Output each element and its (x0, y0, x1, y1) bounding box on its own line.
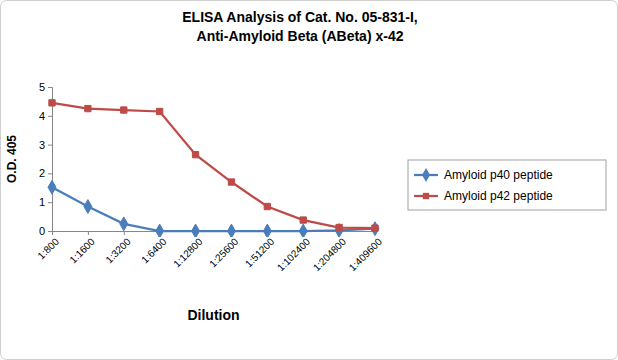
y-tick: 5 (39, 81, 52, 93)
x-tick: 1:204800 (311, 231, 349, 273)
series-marker (192, 224, 200, 237)
series-line (52, 103, 375, 228)
series-marker (264, 203, 270, 209)
series-marker (121, 107, 127, 113)
series-marker (299, 224, 307, 237)
series-marker (48, 180, 56, 194)
x-tick-label: 1:102400 (275, 236, 313, 274)
y-tick-mark (48, 116, 52, 117)
y-tick-mark (48, 145, 52, 146)
y-tick-label: 1 (39, 196, 45, 208)
plot-area (48, 100, 379, 237)
series-marker (372, 225, 378, 231)
series-marker (84, 200, 92, 214)
x-tick-label: 1:12800 (171, 236, 205, 270)
x-tick: 1:102400 (275, 231, 313, 273)
series-marker (192, 152, 198, 158)
y-tick-mark (48, 87, 52, 88)
y-tick: 4 (39, 110, 52, 122)
x-tick: 1:409600 (347, 231, 385, 273)
title-line: ELISA Analysis of Cat. No. 05-831-I, (182, 9, 417, 25)
legend: Amyloid p40 peptide Amyloid p42 peptide (408, 160, 606, 210)
x-tick: 1:6400 (139, 231, 169, 265)
x-tick-label: 1:409600 (347, 236, 385, 274)
x-tick-mark (52, 231, 53, 235)
x-tick-label: 1:800 (36, 236, 62, 262)
title-line: Anti-Amyloid Beta (ABeta) x-42 (197, 28, 404, 44)
series-marker (335, 224, 343, 237)
legend-item: Amyloid p40 peptide (414, 168, 553, 182)
y-tick: 1 (39, 196, 52, 208)
x-tick: 1:800 (36, 231, 62, 261)
legend-item: Amyloid p42 peptide (414, 189, 553, 203)
x-tick: 1:25600 (207, 231, 241, 269)
y-axis-line (48, 88, 53, 232)
x-tick-mark (88, 231, 89, 235)
series-marker (371, 222, 379, 236)
series-marker (336, 224, 342, 230)
y-tick: 3 (39, 139, 52, 151)
series-marker (227, 224, 235, 237)
y-tick-label: 0 (39, 225, 45, 237)
title: ELISA Analysis of Cat. No. 05-831-I, Anti… (182, 9, 417, 44)
series-marker (263, 224, 271, 237)
x-tick: 1:51200 (243, 231, 277, 269)
series-marker (228, 179, 234, 185)
legend-marker (423, 193, 429, 199)
series-marker (85, 105, 91, 111)
y-tick-label: 5 (39, 81, 45, 93)
x-tick-label: 1:25600 (207, 236, 241, 270)
y-axis-title: O.D. 405 (5, 135, 19, 183)
legend-label: Amyloid p40 peptide (444, 168, 553, 182)
legend-label: Amyloid p42 peptide (444, 189, 553, 203)
series-marker (49, 100, 55, 106)
x-tick: 1:12800 (171, 231, 205, 269)
y-tick-label: 4 (39, 110, 45, 122)
x-tick-label: 1:51200 (243, 236, 277, 270)
legend-box (408, 160, 606, 210)
x-tick-label: 1:1600 (67, 236, 97, 266)
series-marker (120, 217, 128, 231)
x-axis-title: Dilution (187, 307, 239, 323)
chart-frame (1, 1, 618, 360)
x-tick: 1:3200 (103, 231, 133, 265)
chart: ELISA Analysis of Cat. No. 05-831-I, Anti… (0, 0, 618, 360)
series-marker (156, 224, 164, 237)
y-tick-label: 2 (39, 167, 45, 179)
y-tick-mark (48, 202, 52, 203)
y-tick-label: 3 (39, 139, 45, 151)
series-marker (300, 217, 306, 223)
series-marker (157, 108, 163, 114)
y-tick-mark (48, 173, 52, 174)
x-tick-label: 1:3200 (103, 236, 133, 266)
x-tick-mark (124, 231, 125, 235)
y-tick: 0 (39, 225, 52, 237)
y-tick: 2 (39, 167, 52, 179)
x-tick: 1:1600 (67, 231, 97, 265)
x-tick-label: 1:204800 (311, 236, 349, 274)
x-tick-label: 1:6400 (139, 236, 169, 266)
y-tick-mark (48, 231, 52, 232)
legend-marker (422, 168, 430, 182)
x-axis: 1:8001:16001:32001:64001:128001:256001:5… (36, 231, 385, 273)
